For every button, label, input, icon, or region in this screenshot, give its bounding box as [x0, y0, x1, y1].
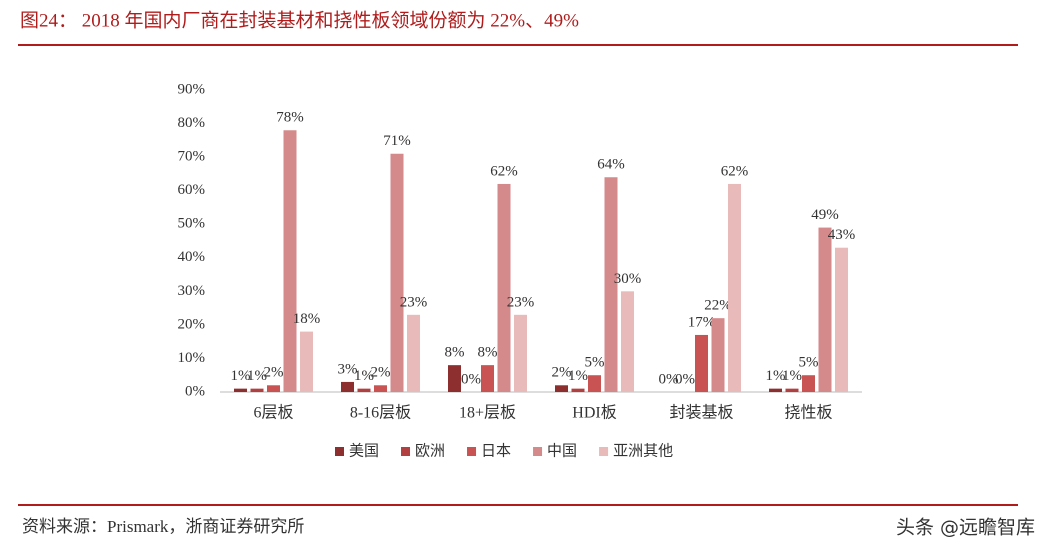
watermark: 头条 @远瞻智库: [896, 517, 1035, 539]
bar: [728, 183, 741, 392]
y-tick-label: 30%: [178, 283, 206, 299]
bar: [604, 177, 618, 392]
legend-swatch: [533, 447, 543, 456]
data-label: 64%: [597, 157, 625, 173]
data-label: 1%: [231, 368, 251, 384]
y-tick-label: 90%: [178, 81, 206, 97]
data-label: 2%: [552, 365, 572, 381]
x-tick-label: 6层板: [253, 404, 293, 422]
data-label: 1%: [782, 368, 802, 384]
bar: [407, 314, 420, 392]
bar: [802, 375, 815, 392]
x-tick-label: 挠性板: [784, 404, 832, 422]
y-tick-label: 60%: [178, 182, 206, 198]
bar: [571, 388, 585, 392]
data-label: 30%: [614, 271, 642, 287]
bar: [695, 334, 708, 392]
data-label: 43%: [828, 227, 856, 243]
data-label: 1%: [247, 368, 267, 384]
data-label: 71%: [383, 133, 411, 149]
data-label: 1%: [766, 368, 786, 384]
y-tick-label: 0%: [185, 383, 205, 399]
data-label: 1%: [354, 368, 374, 384]
data-label: 17%: [688, 314, 716, 330]
bar: [357, 388, 371, 392]
page-title: 图24： 2018 年国内厂商在封装基材和挠性板领域份额为 22%、49%: [20, 9, 579, 31]
data-label: 8%: [445, 345, 465, 361]
bar: [300, 331, 313, 392]
bar: [588, 375, 601, 392]
data-label: 78%: [276, 110, 304, 126]
bar: [448, 365, 461, 392]
data-label: 62%: [490, 163, 518, 179]
bar: [374, 385, 387, 392]
bar: [481, 365, 494, 392]
legend-swatch: [599, 447, 609, 456]
x-tick-label: 8-16层板: [350, 404, 411, 422]
y-tick-label: 70%: [178, 149, 206, 165]
data-label: 2%: [264, 365, 284, 381]
bar: [835, 247, 848, 392]
data-label: 62%: [721, 163, 749, 179]
x-tick-label: 封装基板: [669, 404, 733, 422]
data-label: 18%: [293, 311, 321, 327]
legend-label: 亚洲其他: [613, 442, 673, 459]
data-label: 49%: [811, 207, 839, 223]
y-tick-label: 50%: [178, 216, 206, 232]
bar: [785, 388, 799, 392]
legend-label: 美国: [349, 442, 379, 459]
y-tick-label: 20%: [178, 316, 206, 332]
data-label: 8%: [478, 345, 498, 361]
legend-swatch: [467, 447, 477, 456]
legend-label: 日本: [481, 442, 511, 459]
legend-swatch: [335, 447, 344, 456]
data-label: 5%: [585, 355, 605, 371]
bar: [390, 153, 404, 392]
data-label: 3%: [338, 361, 358, 377]
legend-label: 欧洲: [415, 442, 445, 459]
data-label: 0%: [659, 371, 679, 387]
data-label: 23%: [507, 294, 535, 310]
bar: [711, 318, 725, 392]
data-label: 1%: [568, 368, 588, 384]
source: 资料来源：Prismark，浙商证券研究所: [22, 517, 304, 536]
data-label: 5%: [799, 355, 819, 371]
bar: [497, 183, 511, 392]
y-tick-label: 40%: [178, 249, 206, 265]
x-tick-label: HDI板: [572, 404, 616, 422]
bar: [267, 385, 280, 392]
bar: [250, 388, 264, 392]
bar: [769, 388, 782, 392]
bar: [234, 388, 247, 392]
bar: [621, 291, 634, 392]
bar: [514, 314, 527, 392]
legend-swatch: [401, 447, 411, 456]
data-label: 0%: [675, 371, 695, 387]
y-tick-label: 80%: [178, 115, 206, 131]
y-tick-label: 10%: [178, 350, 206, 366]
legend-label: 中国: [547, 442, 577, 459]
data-label: 23%: [400, 294, 428, 310]
x-tick-label: 18+层板: [459, 404, 516, 422]
data-label: 2%: [371, 365, 391, 381]
bar: [283, 130, 297, 392]
bar: [818, 227, 832, 392]
data-label: 0%: [461, 371, 481, 387]
data-label: 22%: [704, 298, 732, 314]
bar: [341, 381, 354, 392]
bar: [555, 385, 568, 392]
